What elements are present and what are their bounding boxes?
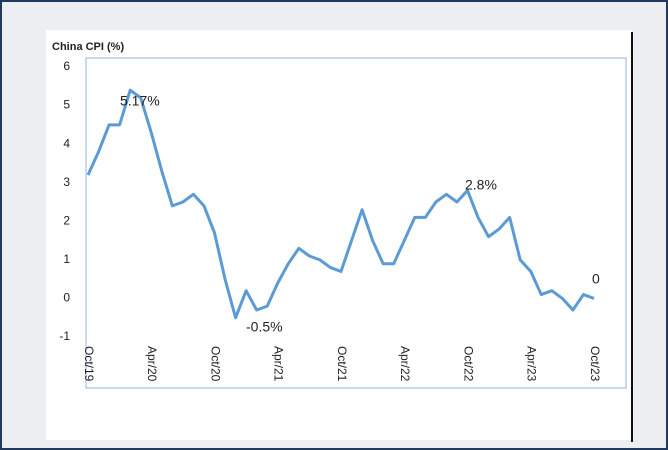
x-tick-label: Oct/19 (82, 346, 96, 382)
line-series (86, 88, 595, 320)
y-tick-label: 1 (63, 252, 70, 266)
annotation: 0 (592, 271, 600, 287)
x-tick-label: Oct/21 (335, 346, 349, 382)
annotation: 5.17% (120, 93, 160, 109)
y-tick-label: 0 (63, 291, 70, 305)
chart-panel (46, 30, 632, 440)
y-tick-label: 5 (63, 98, 70, 112)
x-tick-label: Oct/20 (208, 346, 222, 382)
divider (631, 32, 633, 442)
plot-border (85, 57, 627, 389)
annotation: 2.8% (465, 177, 497, 193)
chart-title: China CPI (%) (52, 41, 124, 53)
x-tick-label: Oct/22 (461, 346, 475, 382)
y-tick-label: 2 (63, 213, 70, 227)
y-tick-label: 4 (63, 136, 70, 150)
x-tick-label: Apr/22 (398, 346, 412, 382)
x-tick-label: Oct/23 (588, 346, 602, 382)
x-tick-label: Apr/23 (525, 346, 539, 382)
x-tick-label: Apr/20 (145, 346, 159, 382)
annotation: -0.5% (246, 319, 283, 335)
y-tick-label: 6 (63, 59, 70, 73)
y-tick-label: 3 (63, 175, 70, 189)
y-tick-label: -1 (59, 329, 70, 343)
x-tick-label: Apr/21 (272, 346, 286, 382)
